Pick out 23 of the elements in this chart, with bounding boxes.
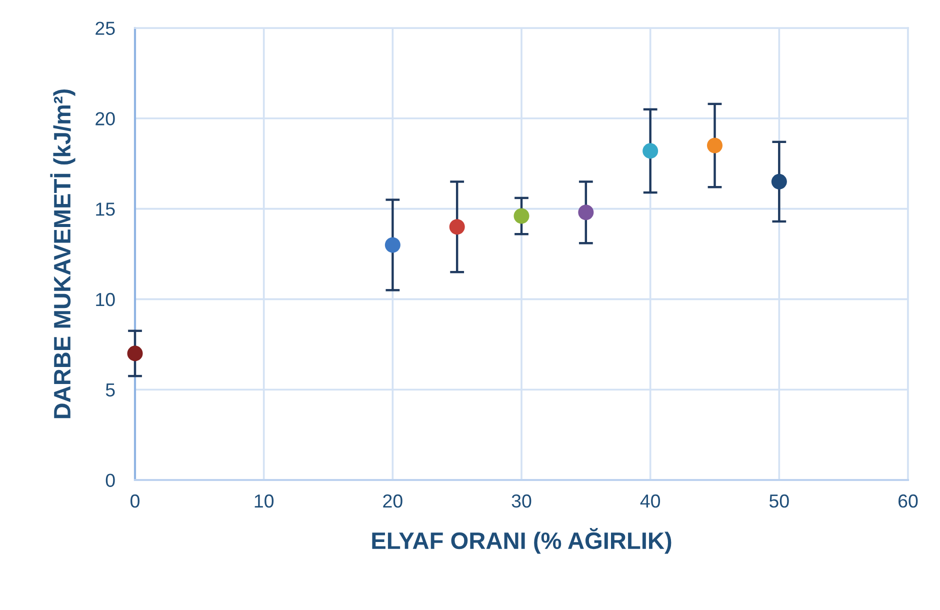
x-tick-label: 0 (130, 494, 140, 508)
y-tick-label: 15 (96, 202, 115, 216)
point (127, 346, 143, 362)
point (514, 208, 530, 224)
point (449, 219, 465, 235)
x-tick-label: 60 (898, 494, 918, 508)
point (578, 204, 594, 220)
y-tick-label: 0 (106, 474, 115, 487)
x-tick-label: 30 (512, 494, 532, 508)
point (642, 143, 658, 159)
x-axis-title: ELYAF ORANI (% AĞIRLIK) (372, 528, 672, 554)
x-tick-label: 20 (383, 494, 402, 508)
x-tick-label: 40 (640, 494, 660, 508)
y-tick-label: 20 (96, 112, 115, 126)
y-tick-label: 25 (96, 22, 115, 35)
x-tick-label: 10 (254, 494, 274, 508)
y-tick-label: 5 (106, 383, 115, 397)
y-tick-label: 10 (96, 292, 115, 306)
point (771, 174, 787, 190)
x-tick-label: 50 (769, 494, 789, 508)
point (384, 237, 400, 253)
y-axis-title: DARBE MUKAVEMETİ (kJ/m²) (50, 89, 76, 418)
point (706, 138, 723, 154)
